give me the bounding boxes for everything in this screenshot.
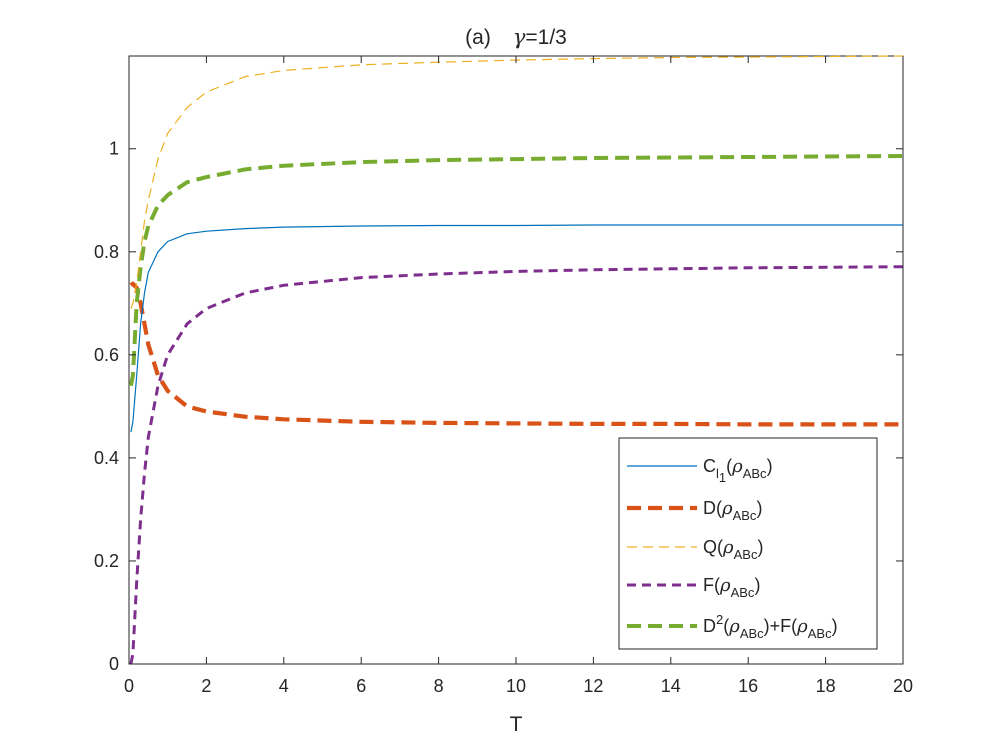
tick-layer: 0 2 4 6 8 10 12 14 16 18 20 0 0.2 0.4 0.6 0.8 1 bbox=[94, 56, 913, 696]
legend-entry-d2-plus-f: D2(ρABc)+F(ρABc) bbox=[703, 612, 838, 641]
legend-entry-f: F(ρABc) bbox=[703, 575, 760, 600]
x-tick-label: 8 bbox=[434, 676, 444, 696]
y-tick-label: 1 bbox=[109, 139, 119, 159]
legend: Cl1(ρABc) D(ρABc) Q(ρABc) F(ρABc) D2(ρAB… bbox=[618, 437, 878, 650]
title-prefix: (a) bbox=[465, 26, 491, 49]
series-line-4 bbox=[128, 154, 904, 387]
y-tick-label: 0.8 bbox=[94, 242, 119, 262]
legend-entry-c-l1: Cl1(ρABc) bbox=[703, 456, 773, 485]
x-tick-label: 4 bbox=[279, 676, 289, 696]
x-tick-label: 12 bbox=[583, 676, 603, 696]
x-tick-label: 2 bbox=[201, 676, 211, 696]
series-line-2 bbox=[130, 55, 904, 309]
x-tick-label: 6 bbox=[356, 676, 366, 696]
y-tick-label: 0.6 bbox=[94, 345, 119, 365]
title-gamma-symbol: γ bbox=[513, 25, 526, 49]
x-tick-label: 0 bbox=[124, 676, 134, 696]
y-tick-label: 0.4 bbox=[94, 448, 119, 468]
series-layer bbox=[128, 55, 904, 665]
series-line-1 bbox=[129, 281, 903, 427]
series-line-3 bbox=[129, 265, 904, 665]
x-tick-label: 14 bbox=[661, 676, 681, 696]
legend-box bbox=[618, 437, 878, 650]
title-gamma-value: =1/3 bbox=[525, 26, 566, 49]
legend-entry-q: Q(ρABc) bbox=[703, 537, 763, 562]
x-tick-label: 20 bbox=[893, 676, 913, 696]
legend-entry-d: D(ρABc) bbox=[703, 498, 762, 523]
y-tick-label: 0 bbox=[109, 654, 119, 674]
x-axis-label: T bbox=[510, 713, 523, 736]
x-tick-label: 18 bbox=[816, 676, 836, 696]
x-tick-label: 10 bbox=[506, 676, 526, 696]
x-tick-label: 16 bbox=[738, 676, 758, 696]
series-line-0 bbox=[130, 224, 903, 433]
y-tick-label: 0.2 bbox=[94, 551, 119, 571]
chart-title: (a) γ=1/3 bbox=[465, 25, 567, 49]
